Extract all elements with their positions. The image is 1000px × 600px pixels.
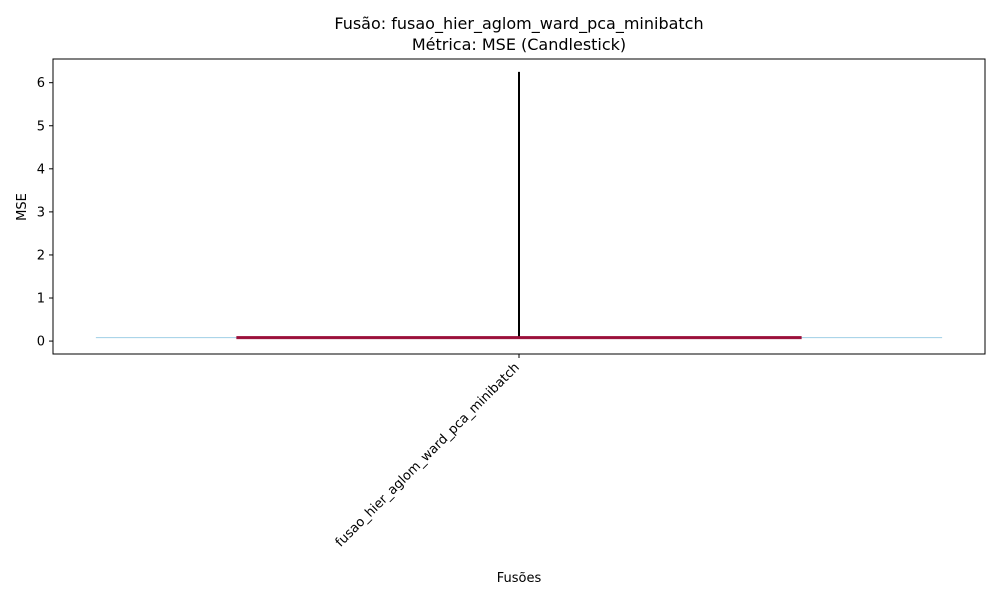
candlestick-marks: [95, 71, 943, 340]
y-tick-label: 6: [37, 76, 45, 91]
x-axis: fusao_hier_aglom_ward_pca_minibatch: [333, 354, 523, 550]
y-axis-label: MSE: [15, 193, 30, 221]
y-tick-label: 5: [37, 119, 45, 134]
x-axis-label: Fusões: [497, 571, 542, 586]
candle-body: [236, 336, 802, 340]
y-tick-label: 4: [37, 162, 45, 177]
y-tick-label: 3: [37, 205, 45, 220]
y-tick-label: 1: [37, 292, 45, 307]
chart-title: Fusão: fusao_hier_aglom_ward_pca_minibat…: [334, 14, 703, 34]
y-tick-label: 0: [37, 335, 45, 350]
y-axis: 0 1 2 3 4 5 6: [37, 76, 53, 350]
chart-subtitle: Métrica: MSE (Candlestick): [412, 35, 626, 54]
y-tick-label: 2: [37, 248, 45, 263]
x-tick-label: fusao_hier_aglom_ward_pca_minibatch: [333, 360, 523, 550]
